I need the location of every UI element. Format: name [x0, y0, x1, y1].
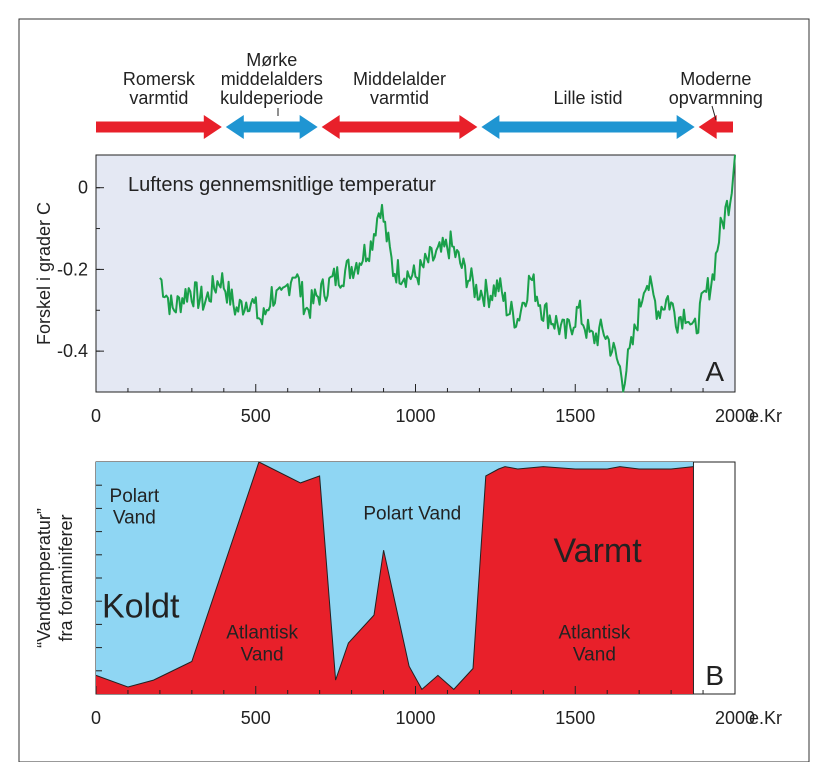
period-label: varmtid: [129, 88, 188, 108]
period-label: Lille istid: [554, 88, 623, 108]
x-tick-label: 500: [241, 708, 271, 728]
x-tick-label: 2000: [715, 406, 755, 426]
region-label: Atlantisk: [559, 623, 631, 644]
region-label: Vand: [573, 645, 616, 666]
period-label: varmtid: [370, 88, 429, 108]
y-tick-label: 0: [78, 178, 88, 198]
x-tick-label: 0: [91, 708, 101, 728]
region-label: Polart: [110, 486, 160, 507]
period-arrow: [698, 115, 733, 139]
y-tick-label: -0.2: [57, 259, 88, 279]
x-tick-label: 1500: [555, 708, 595, 728]
panel-b-letter: B: [705, 660, 724, 691]
period-label: Moderne: [680, 69, 751, 89]
panel-a-x-axis-unit: e.Kr: [749, 406, 782, 426]
period-label-leader: [711, 105, 717, 121]
period-arrow: [481, 115, 695, 139]
period-label: middelalders: [221, 69, 323, 89]
x-tick-label: 0: [91, 406, 101, 426]
region-label: Vand: [113, 508, 156, 529]
period-arrow: [321, 115, 478, 139]
region-label: Atlantisk: [226, 623, 298, 644]
x-tick-label: 1000: [395, 708, 435, 728]
period-label: Mørke: [246, 50, 297, 70]
y-axis-label-line: fra foraminiferer: [56, 514, 76, 641]
period-label: Middelalder: [353, 69, 446, 89]
y-axis-label-line: “Vandtemperatur”: [34, 508, 54, 648]
panel-b-x-axis-unit: e.Kr: [749, 708, 782, 728]
period-label: Romersk: [123, 69, 196, 89]
x-tick-label: 1000: [395, 406, 435, 426]
region-label: Polart Vand: [363, 504, 461, 525]
region-label: Varmt: [554, 532, 643, 570]
panel-a-air-temperature: 0 500 1000 1500 2000 0 -0.2 -0.4 Luftens gennem…: [34, 154, 782, 426]
climate-periods-bar: RomerskvarmtidMørkemiddelalderskuldeperi…: [96, 50, 763, 139]
region-label: Koldt: [102, 588, 180, 626]
period-label: kuldeperiode: [220, 88, 323, 108]
x-tick-label: 1500: [555, 406, 595, 426]
period-label: opvarmning: [669, 88, 763, 108]
panel-a-y-axis-label: Forskel i grader C: [34, 202, 54, 345]
panel-b-water-temperature: 0 500 1000 1500 2000 PolartVandKoldtAtlantis…: [34, 461, 782, 728]
panel-a-letter: A: [705, 356, 724, 387]
series-line-air-temperature: [159, 154, 736, 393]
y-tick-label: -0.4: [57, 341, 88, 361]
region-label: Vand: [241, 645, 284, 666]
x-tick-label: 2000: [715, 708, 755, 728]
panel-b-y-axis-label: “Vandtemperatur” fra foraminiferer: [34, 508, 76, 648]
panel-a-inner-title: Luftens gennemsnitlige temperatur: [128, 174, 436, 196]
panel-b-axes: 0 500 1000 1500 2000: [91, 484, 755, 728]
warm-atlantic-water-area: [96, 462, 694, 694]
period-arrow: [96, 115, 222, 139]
water-boundary-line: [95, 461, 694, 691]
panel-a-axes: 0 500 1000 1500 2000 0 -0.2 -0.4: [57, 178, 755, 426]
period-arrow: [225, 115, 318, 139]
x-tick-label: 500: [241, 406, 271, 426]
